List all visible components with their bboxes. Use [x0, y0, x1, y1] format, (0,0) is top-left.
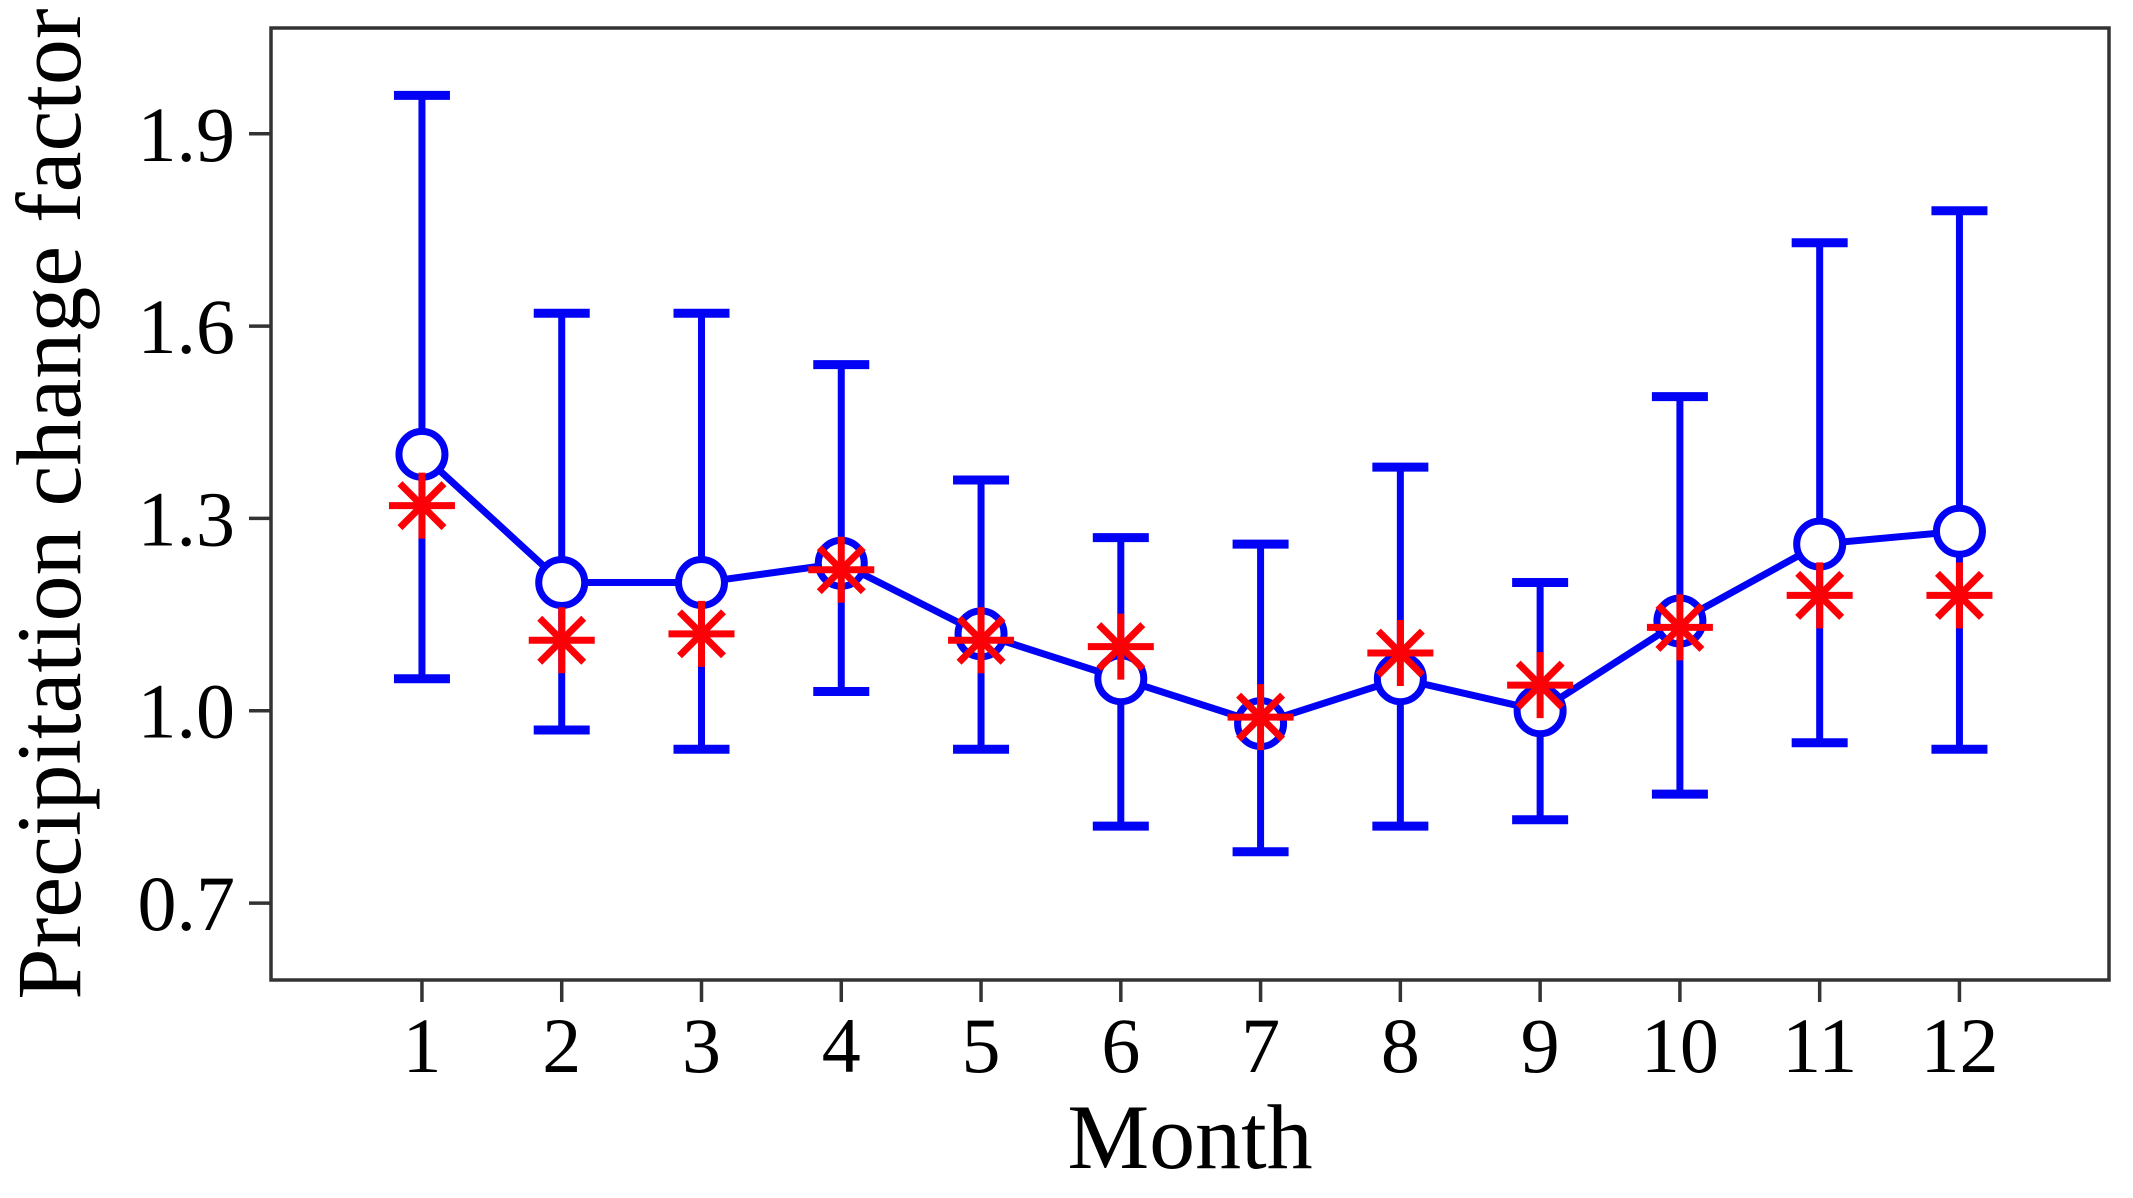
x-tick-label: 6 — [1101, 1002, 1140, 1089]
median-asterisk-marker — [1507, 652, 1574, 719]
plot-frame — [269, 26, 2111, 982]
x-tick-label: 8 — [1381, 1002, 1420, 1089]
asterisk-arm — [397, 481, 447, 531]
mean-circle-marker — [535, 556, 589, 610]
asterisk-arm — [816, 545, 866, 595]
x-tick-label: 1 — [402, 1002, 441, 1089]
asterisk-arm — [1236, 692, 1286, 742]
median-asterisk-marker — [388, 472, 455, 539]
mean-circle-marker — [674, 556, 728, 610]
median-asterisk-marker — [1786, 562, 1853, 629]
x-tick-label: 11 — [1782, 1002, 1857, 1089]
asterisk-arm — [1795, 570, 1845, 620]
mean-circle-marker — [1932, 504, 1986, 558]
y-axis-title: Precipitation change factor — [0, 8, 100, 999]
asterisk-arm — [537, 615, 587, 665]
x-tick-label: 2 — [542, 1002, 581, 1089]
x-axis-title: Month — [1067, 1086, 1312, 1188]
median-asterisk-marker — [1087, 613, 1154, 680]
asterisk-arm — [1934, 570, 1984, 620]
median-asterisk-marker — [1367, 620, 1434, 687]
median-asterisk-marker — [1646, 594, 1713, 661]
median-asterisk-marker — [528, 607, 595, 674]
median-asterisk-marker — [1227, 684, 1294, 751]
y-tick-label: 1.9 — [138, 91, 236, 178]
median-asterisk-marker — [808, 536, 875, 603]
median-asterisk-marker — [948, 607, 1015, 674]
asterisk-arm — [1375, 628, 1425, 678]
x-tick-label: 4 — [822, 1002, 861, 1089]
mean-circle-marker — [1793, 517, 1847, 571]
asterisk-arm — [956, 615, 1006, 665]
asterisk-arm — [1515, 660, 1565, 710]
mean-circle-marker — [395, 427, 449, 481]
x-tick-label: 7 — [1241, 1002, 1280, 1089]
asterisk-arm — [1096, 622, 1146, 672]
median-asterisk-marker — [1926, 562, 1993, 629]
x-tick-label: 10 — [1641, 1002, 1719, 1089]
y-tick-label: 1.6 — [138, 283, 236, 370]
y-tick-label: 1.0 — [138, 668, 236, 755]
asterisk-arm — [677, 609, 726, 659]
asterisk-arm — [1655, 602, 1705, 652]
y-tick-label: 0.7 — [138, 860, 236, 947]
x-tick-label: 5 — [962, 1002, 1001, 1089]
x-tick-label: 12 — [1920, 1002, 1998, 1089]
median-asterisk-marker — [668, 600, 735, 667]
x-tick-label: 3 — [682, 1002, 721, 1089]
x-tick-label: 9 — [1521, 1002, 1560, 1089]
y-tick-label: 1.3 — [138, 475, 236, 562]
